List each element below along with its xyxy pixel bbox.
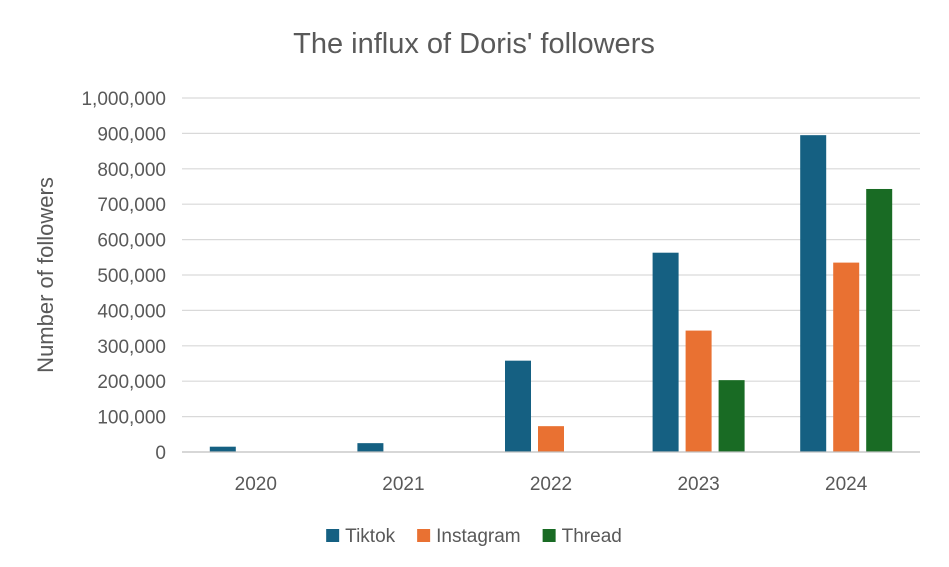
legend-label: Instagram bbox=[436, 526, 520, 547]
legend: Tiktok Instagram Thread bbox=[326, 526, 622, 547]
y-tick-label: 200,000 bbox=[97, 372, 166, 393]
bar-instagram-2024 bbox=[833, 262, 860, 452]
bar-thread-2023 bbox=[718, 380, 745, 452]
legend-swatch bbox=[542, 529, 556, 542]
gridlines bbox=[182, 97, 920, 418]
chart-title: The influx of Doris' followers bbox=[293, 28, 655, 60]
bars bbox=[209, 135, 893, 453]
x-axis-ticks: 2020 2021 2022 2023 2024 bbox=[235, 474, 868, 495]
legend-label: Tiktok bbox=[345, 526, 395, 547]
y-axis-ticks: 0 100,000 200,000 300,000 400,000 500,000 600,… bbox=[81, 89, 166, 464]
y-tick-label: 1,000,000 bbox=[81, 89, 166, 110]
x-tick-label: 2024 bbox=[825, 474, 868, 495]
legend-item-tiktok: Tiktok bbox=[326, 526, 396, 547]
legend-label: Thread bbox=[562, 526, 622, 547]
y-tick-label: 600,000 bbox=[97, 231, 166, 252]
y-tick-label: 700,000 bbox=[97, 195, 166, 216]
bar-tiktok-2021 bbox=[357, 443, 384, 452]
y-tick-label: 900,000 bbox=[97, 124, 166, 145]
bar-tiktok-2024 bbox=[800, 135, 827, 453]
legend-item-thread: Thread bbox=[542, 526, 622, 547]
bar-instagram-2023 bbox=[685, 330, 712, 452]
y-tick-label: 800,000 bbox=[97, 160, 166, 181]
y-tick-label: 500,000 bbox=[97, 266, 166, 287]
x-tick-label: 2020 bbox=[235, 474, 277, 495]
bar-instagram-2022 bbox=[538, 426, 564, 452]
y-tick-label: 100,000 bbox=[97, 408, 166, 429]
bar-tiktok-2022 bbox=[505, 360, 531, 452]
bar-tiktok-2020 bbox=[209, 446, 236, 452]
bar-tiktok-2023 bbox=[652, 252, 679, 452]
y-tick-label: 0 bbox=[155, 443, 166, 464]
legend-item-instagram: Instagram bbox=[417, 526, 521, 547]
x-tick-label: 2023 bbox=[677, 474, 719, 495]
legend-swatch bbox=[326, 529, 340, 542]
x-tick-label: 2022 bbox=[530, 474, 572, 495]
x-tick-label: 2021 bbox=[382, 474, 424, 495]
legend-swatch bbox=[417, 529, 431, 542]
y-tick-label: 400,000 bbox=[97, 301, 166, 322]
bar-thread-2024 bbox=[866, 188, 893, 453]
y-tick-label: 300,000 bbox=[97, 337, 166, 358]
y-axis-label: Number of followers bbox=[33, 177, 58, 373]
